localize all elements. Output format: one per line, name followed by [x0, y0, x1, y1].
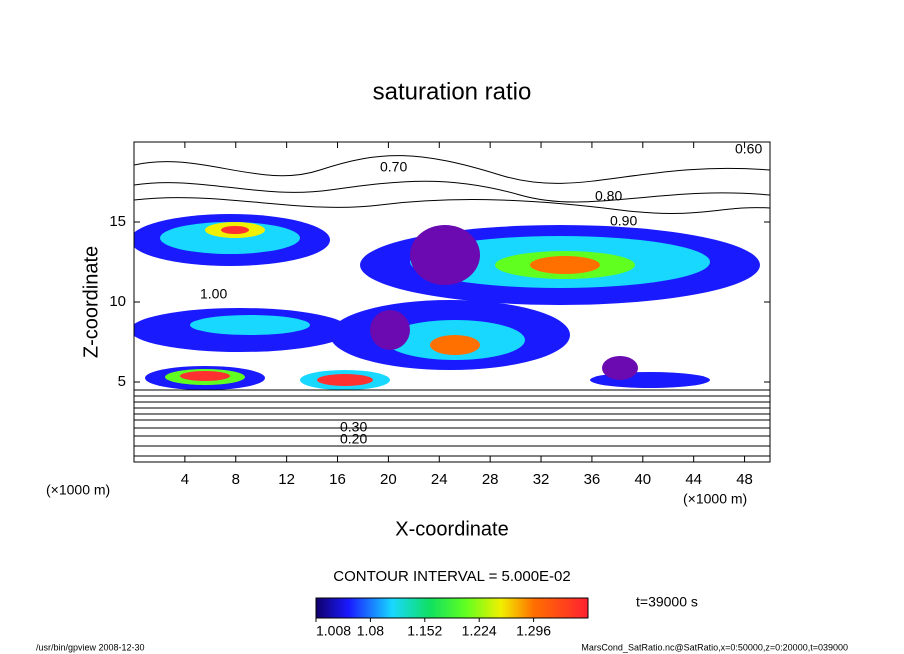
colorbar-tick-label: 1.296	[516, 623, 551, 639]
colorbar	[315, 597, 589, 619]
contour-label: 0.20	[340, 431, 367, 447]
x-axis-label: X-coordinate	[395, 518, 508, 540]
footer-left: /usr/bin/gpview 2008-12-30	[36, 642, 145, 652]
x-tick-label: 12	[278, 471, 295, 488]
y-tick-label: 15	[109, 213, 126, 230]
colorbar-tick-label: 1.08	[357, 623, 384, 639]
contour-label: 0.80	[595, 188, 622, 204]
contour-label: 1.00	[200, 286, 227, 302]
y-tick-label: 5	[118, 373, 126, 390]
colorbar-tick-label: 1.008	[316, 623, 351, 639]
time-label: t=39000 s	[636, 594, 698, 610]
x-tick-label: 32	[533, 471, 550, 488]
x-tick-label: 36	[584, 471, 601, 488]
x-tick-label: 44	[685, 471, 702, 488]
contour-label: 0.30	[340, 419, 367, 435]
footer-right: MarsCond_SatRatio.nc@SatRatio,x=0:50000,…	[581, 642, 848, 652]
y-tick-label: 10	[109, 293, 126, 310]
x-tick-label: 20	[380, 471, 397, 488]
x-tick-label: 40	[634, 471, 651, 488]
contour-label: 0.60	[735, 141, 762, 157]
x-tick-label: 48	[736, 471, 753, 488]
contour-label: 0.90	[610, 213, 637, 229]
x-tick-label: 4	[181, 471, 189, 488]
contour-interval: CONTOUR INTERVAL = 5.000E-02	[333, 568, 570, 585]
chart-title: saturation ratio	[373, 78, 532, 105]
y-axis-label: Z-coordinate	[80, 246, 102, 358]
x-tick-label: 24	[431, 471, 448, 488]
x-tick-label: 28	[482, 471, 499, 488]
colorbar-tick-label: 1.152	[407, 623, 442, 639]
x-tick-label: 16	[329, 471, 346, 488]
x-tick-label: 8	[232, 471, 240, 488]
x-unit-label: (×1000 m)	[46, 482, 110, 498]
colorbar-tick-label: 1.224	[462, 623, 497, 639]
contour-label: 0.70	[380, 159, 407, 175]
x-unit-label: (×1000 m)	[683, 491, 747, 507]
shading	[134, 155, 770, 457]
